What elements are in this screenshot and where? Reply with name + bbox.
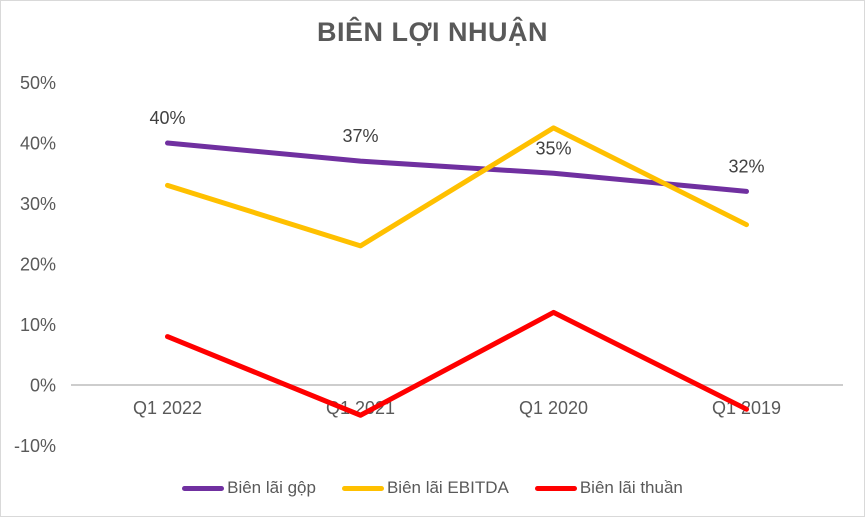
series-line-1 <box>165 125 749 249</box>
legend-item-label: Biên lãi thuần <box>579 478 683 497</box>
x-axis-category-label: Q1 2021 <box>326 398 395 418</box>
legend-item: Biên lãi EBITDA <box>341 477 509 499</box>
y-axis-tick-label: 30% <box>20 194 56 214</box>
data-label: 37% <box>342 126 378 146</box>
x-axis-category-label: Q1 2020 <box>519 398 588 418</box>
data-label: 35% <box>535 138 571 158</box>
y-axis-tick-label: 10% <box>20 315 56 335</box>
x-axis-category-label: Q1 2022 <box>133 398 202 418</box>
y-axis-tick-label: 20% <box>20 255 56 275</box>
legend-item: Biên lãi gộp <box>182 477 316 499</box>
series-line-0 <box>165 140 749 194</box>
legend-line-swatch-icon <box>341 485 384 491</box>
legend-item: Biên lãi thuần <box>534 477 683 499</box>
y-axis-tick-label: 0% <box>30 376 56 396</box>
chart-title: BIÊN LỢI NHUẬN <box>316 17 549 47</box>
y-axis-tick-label: -10% <box>14 436 56 456</box>
legend-line-swatch-icon <box>534 485 577 491</box>
data-label: 32% <box>728 156 764 176</box>
legend-line-swatch-icon <box>182 485 225 491</box>
y-axis-tick-label: 50% <box>20 73 56 93</box>
series-line-2 <box>165 309 749 418</box>
y-axis-tick-label: 40% <box>20 134 56 154</box>
chart-legend: Biên lãi gộp Biên lãi EBITDA Biên lãi thuầ… <box>1 477 864 499</box>
legend-item-label: Biên lãi EBITDA <box>386 478 509 497</box>
legend-item-label: Biên lãi gộp <box>227 478 316 497</box>
data-label: 40% <box>149 108 185 128</box>
